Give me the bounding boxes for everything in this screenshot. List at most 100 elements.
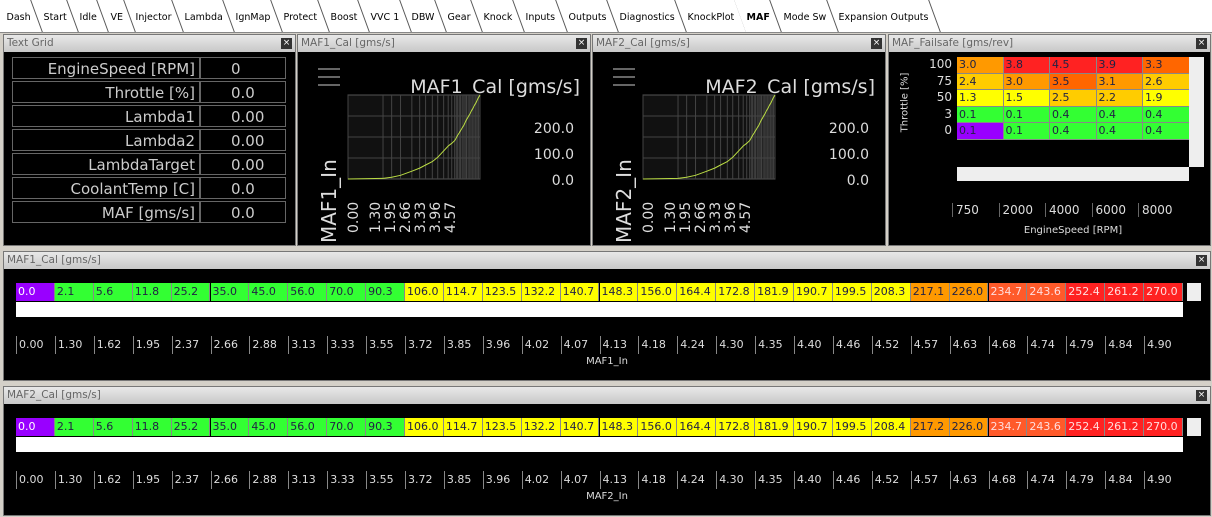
tab[interactable]: Diagnostics bbox=[606, 0, 687, 32]
cell: 181.9 bbox=[755, 283, 794, 301]
row-label: Throttle [%] bbox=[12, 81, 200, 103]
row-axis-label: Throttle [%] bbox=[899, 72, 911, 133]
cell: 0.0 bbox=[16, 418, 55, 436]
x-label: 1.95 bbox=[383, 202, 399, 233]
row-label: 3 bbox=[944, 106, 952, 121]
close-button[interactable]: × bbox=[1196, 38, 1207, 49]
axis-value: 2.66 bbox=[210, 336, 250, 354]
axis-value: 0.00 bbox=[16, 471, 55, 489]
axis-value: 2.37 bbox=[171, 336, 211, 354]
axis-value: 4.57 bbox=[910, 336, 950, 354]
cell: 0.1 bbox=[957, 123, 1004, 140]
menu-icon bbox=[318, 76, 340, 78]
tab-label: MAF bbox=[746, 12, 771, 23]
cell: 90.3 bbox=[366, 283, 405, 301]
panel: MAF2_Cal [gms/s] × 0.0 2.1 5.6 11.8 25.2 35.0 45… bbox=[3, 386, 1211, 516]
cell: 2.2 bbox=[1096, 90, 1143, 107]
col-label: 2000 bbox=[998, 203, 1033, 217]
axis-value: 3.72 bbox=[405, 471, 444, 489]
cell: 208.4 bbox=[871, 418, 911, 436]
close-button[interactable]: × bbox=[281, 38, 292, 49]
v-scrollbar bbox=[1189, 57, 1204, 167]
x-label: 3.33 bbox=[413, 202, 429, 233]
x-label: 3.33 bbox=[708, 202, 724, 233]
axis-value: 4.63 bbox=[949, 471, 989, 489]
axis-label: MAF1_In bbox=[586, 356, 628, 367]
cell: 25.2 bbox=[171, 418, 211, 436]
cell: 3.1 bbox=[1096, 73, 1143, 90]
row-value: 0 bbox=[200, 57, 286, 79]
h-scrollbar bbox=[16, 302, 1183, 317]
cell: 45.0 bbox=[249, 418, 289, 436]
mini-chart: MAF2_Cal [gms/s] 200.0 100.0 0.0 MAF2_In 0.00… bbox=[612, 68, 875, 243]
axis-value: 4.24 bbox=[677, 336, 716, 354]
y-label: 200.0 bbox=[829, 121, 869, 137]
tab-label: Boost bbox=[330, 12, 358, 23]
axis-value: 4.30 bbox=[716, 471, 755, 489]
cell: 156.0 bbox=[638, 418, 678, 436]
close-button[interactable]: × bbox=[576, 38, 587, 49]
axis-value: 2.88 bbox=[249, 336, 288, 354]
col-label: 8000 bbox=[1138, 203, 1173, 217]
cell: 132.2 bbox=[521, 283, 561, 301]
cell: 226.0 bbox=[949, 283, 989, 301]
panel: MAF_Failsafe [gms/rev] × Throttle [%] 100 3.… bbox=[888, 34, 1211, 246]
x-label: 0.00 bbox=[641, 202, 657, 233]
curve bbox=[642, 94, 776, 180]
cell: 261.2 bbox=[1105, 418, 1145, 436]
x-label: 4.57 bbox=[443, 202, 459, 233]
panel: MAF2_Cal [gms/s] × MAF2_Cal [gms/s] 200.0 10… bbox=[592, 34, 886, 246]
tab-label: Dash bbox=[6, 12, 31, 23]
tab-label: VVC 1 bbox=[370, 12, 399, 23]
axis-value: 4.07 bbox=[560, 471, 600, 489]
cell: 11.8 bbox=[132, 418, 172, 436]
tab-label: Gear bbox=[447, 12, 471, 23]
spin-button[interactable] bbox=[1187, 283, 1201, 301]
cell: 70.0 bbox=[327, 418, 367, 436]
cell: 56.0 bbox=[288, 283, 328, 301]
axis-value: 4.84 bbox=[1105, 336, 1144, 354]
close-button[interactable]: × bbox=[1196, 390, 1207, 401]
menu-icon bbox=[613, 68, 635, 70]
cell: 190.7 bbox=[794, 418, 833, 436]
axis-value: 3.33 bbox=[327, 336, 366, 354]
axis-value: 4.35 bbox=[755, 336, 794, 354]
close-button[interactable]: × bbox=[1196, 255, 1207, 266]
cell: 0.4 bbox=[1096, 123, 1143, 140]
cell: 164.4 bbox=[677, 283, 717, 301]
axis-value: 4.84 bbox=[1105, 471, 1144, 489]
panel-header: MAF1_Cal [gms/s] × bbox=[298, 35, 590, 52]
cell: 2.1 bbox=[54, 418, 94, 436]
cell: 35.0 bbox=[210, 283, 250, 301]
x-label: 1.95 bbox=[678, 202, 694, 233]
cell: 2.6 bbox=[1143, 73, 1190, 90]
cell: 140.7 bbox=[560, 418, 600, 436]
axis-value: 4.90 bbox=[1144, 471, 1183, 489]
cell: 217.1 bbox=[910, 283, 950, 301]
x-label: 2.66 bbox=[398, 202, 414, 233]
tab-label: Injector bbox=[135, 12, 172, 23]
menu-icon bbox=[613, 84, 635, 86]
cell: 114.7 bbox=[443, 418, 483, 436]
tab-label: Diagnostics bbox=[619, 12, 675, 23]
axis-value: 1.95 bbox=[132, 471, 172, 489]
axis-value: 4.24 bbox=[677, 471, 716, 489]
axis-value: 3.72 bbox=[405, 336, 444, 354]
cell: 148.3 bbox=[599, 418, 639, 436]
cell: 1.5 bbox=[1003, 90, 1050, 107]
axis-value: 3.55 bbox=[366, 336, 405, 354]
axis-value: 1.62 bbox=[93, 471, 133, 489]
close-button[interactable]: × bbox=[871, 38, 882, 49]
cell: 123.5 bbox=[482, 418, 522, 436]
tab[interactable]: Expansion Outputs bbox=[826, 0, 942, 32]
cell: 0.4 bbox=[1050, 106, 1097, 123]
menu-icon bbox=[613, 76, 635, 78]
tab-label: Outputs bbox=[568, 12, 607, 23]
cell: 11.8 bbox=[132, 283, 172, 301]
cell: 181.9 bbox=[755, 418, 794, 436]
axis-value: 0.00 bbox=[16, 336, 55, 354]
spin-button[interactable] bbox=[1187, 418, 1201, 436]
row-label: 0 bbox=[944, 123, 952, 137]
cell: 0.4 bbox=[1050, 123, 1097, 140]
row-label: 100 bbox=[929, 57, 952, 71]
